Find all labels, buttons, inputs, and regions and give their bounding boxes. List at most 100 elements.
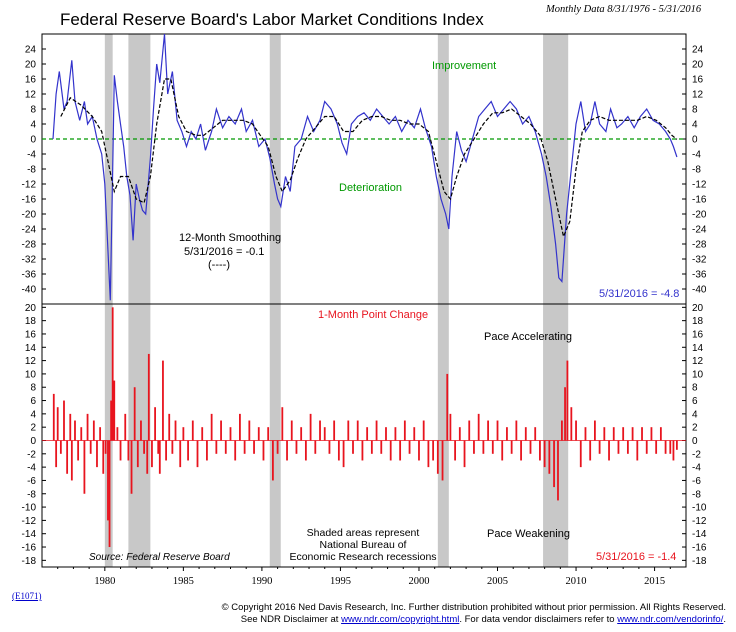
change-bar: [458, 427, 461, 441]
change-bar: [229, 427, 232, 441]
change-bar: [622, 427, 625, 441]
change-bar: [672, 440, 675, 461]
change-bar: [224, 440, 227, 454]
change-bar: [113, 380, 116, 441]
change-bar: [70, 440, 73, 481]
lmci-y-tick-label-left: -16: [22, 195, 37, 206]
change-y-tick-label-right: -14: [692, 529, 707, 540]
change-bar: [557, 440, 559, 501]
lmci-y-tick-label-left: 24: [25, 45, 37, 56]
lmci-y-tick-label-right: 20: [692, 60, 704, 71]
change-bar: [496, 420, 499, 441]
x-tick-label: 2010: [566, 576, 587, 587]
change-bar: [215, 440, 218, 454]
change-y-tick-label-right: -18: [692, 556, 707, 567]
change-bar: [151, 440, 153, 468]
change-bar: [553, 440, 555, 488]
change-y-tick-label-right: -2: [692, 449, 701, 460]
change-bar: [323, 427, 326, 441]
change-y-tick-label-left: -18: [22, 556, 37, 567]
change-bar: [449, 413, 452, 441]
change-bar: [347, 420, 350, 441]
change-y-tick-label-right: 14: [692, 343, 704, 354]
lmci-y-tick-label-left: -24: [22, 225, 37, 236]
vendor-link[interactable]: www.ndr.com/vendorinfo/: [617, 614, 724, 625]
change-bar: [77, 440, 80, 461]
lmci-y-tick-label-left: 8: [30, 105, 36, 116]
change-bar: [432, 440, 435, 461]
change-bar: [593, 420, 596, 441]
change-bar: [253, 440, 255, 454]
change-bar: [92, 420, 95, 441]
change-y-tick-label-left: 10: [25, 369, 37, 380]
chart-title: Federal Reserve Board's Labor Market Con…: [60, 10, 484, 29]
change-bar: [104, 440, 107, 454]
change-bar: [589, 440, 592, 461]
change-bar: [570, 407, 573, 441]
change-bar: [561, 420, 563, 441]
change-bar: [399, 440, 402, 461]
change-bar: [257, 427, 260, 441]
change-bar: [248, 420, 251, 441]
change-bar: [171, 440, 174, 454]
lmci-y-tick-label-right: -24: [692, 225, 707, 236]
change-y-tick-label-left: 6: [30, 396, 36, 407]
change-bar: [56, 407, 59, 441]
change-bar: [366, 427, 369, 441]
lmci-y-tick-label-left: 0: [30, 135, 36, 146]
change-bar: [468, 420, 471, 441]
source-label: Source: Federal Reserve Board: [89, 552, 230, 563]
change-bar: [337, 440, 340, 461]
change-bar: [147, 353, 150, 441]
chart-code-link[interactable]: (E1071): [12, 591, 42, 601]
lmci-y-tick-label-left: -8: [27, 165, 36, 176]
lmci-y-tick-label-right: -4: [692, 150, 701, 161]
change-bar: [659, 427, 662, 441]
change-bar: [487, 420, 489, 441]
change-bar: [655, 440, 658, 454]
change-bar: [201, 427, 204, 441]
change-bar: [454, 440, 457, 461]
change-bar: [74, 420, 76, 441]
change-y-tick-label-right: 4: [692, 409, 698, 420]
lmci-y-tick-label-left: -20: [22, 210, 37, 221]
change-bar: [158, 440, 161, 474]
change-bar: [534, 427, 537, 441]
change-y-tick-label-left: -14: [22, 529, 37, 540]
change-y-tick-label-left: 0: [30, 436, 36, 447]
lmci-y-tick-label-right: -36: [692, 270, 707, 281]
x-tick-label: 1990: [251, 576, 272, 587]
change-y-tick-label-left: -6: [27, 476, 36, 487]
change-panel-title: 1-Month Point Change: [318, 309, 428, 321]
change-bar: [143, 440, 145, 454]
change-bar: [89, 440, 92, 454]
change-bar: [524, 427, 527, 441]
change-y-tick-label-left: 8: [30, 383, 36, 394]
change-bar: [52, 393, 55, 441]
change-y-tick-label-left: -4: [27, 463, 36, 474]
change-bar: [146, 440, 149, 474]
change-bar: [506, 427, 508, 441]
change-bar: [617, 440, 620, 454]
change-bar: [491, 440, 494, 454]
change-bar: [300, 427, 303, 441]
change-bar: [631, 427, 634, 441]
change-bar: [220, 420, 222, 441]
lmci-y-tick-label-left: -4: [27, 150, 36, 161]
change-bar: [564, 387, 566, 441]
change-bar: [111, 307, 114, 441]
disclaimer-text: See NDR Disclaimer at www.ndr.com/copyri…: [222, 614, 726, 626]
change-bar: [210, 413, 213, 441]
recession-band-4: [543, 34, 569, 567]
lmci-y-tick-label-right: 4: [692, 120, 698, 131]
change-y-tick-label-right: -4: [692, 463, 701, 474]
change-bar: [286, 440, 288, 461]
change-bar: [196, 440, 199, 468]
change-bar: [650, 427, 653, 441]
change-bar: [140, 420, 142, 441]
change-bar: [608, 440, 610, 461]
change-bar: [267, 427, 270, 441]
change-bar: [276, 440, 279, 454]
change-y-tick-label-right: 6: [692, 396, 698, 407]
disclaimer-link[interactable]: www.ndr.com/copyright.html: [341, 614, 460, 625]
